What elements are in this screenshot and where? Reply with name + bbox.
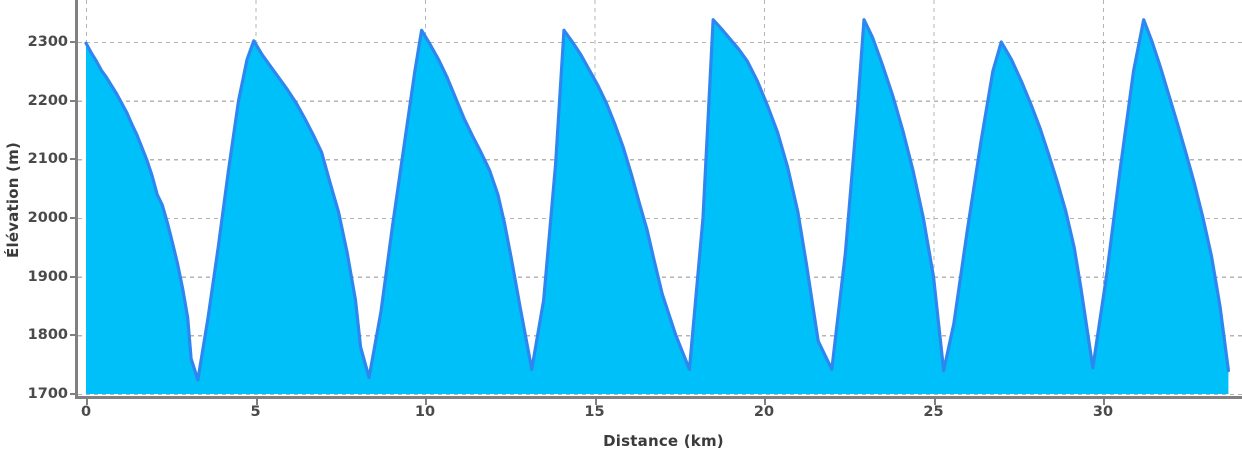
y-tick-label: 1900 [27, 268, 68, 285]
axis-spine-bottom [75, 396, 1242, 399]
elevation-area [86, 19, 1229, 395]
y-tick-mark [70, 334, 78, 337]
x-tick-label: 30 [1092, 404, 1114, 420]
x-tick-label: 0 [80, 404, 92, 420]
x-axis-label: Distance (km) [603, 432, 724, 450]
y-tick-mark [70, 217, 78, 219]
x-tick-mark [1103, 398, 1105, 405]
plot-area [78, 0, 1242, 396]
y-tick-label: 1700 [27, 386, 68, 402]
x-tick-label: 5 [250, 404, 261, 420]
x-tick-mark [594, 398, 597, 405]
y-tick-mark [70, 275, 78, 278]
x-tick-mark [255, 398, 258, 405]
x-tick-mark [86, 398, 88, 405]
y-tick-mark [70, 393, 78, 395]
y-tick-label: 2000 [27, 210, 68, 226]
y-tick-mark [70, 99, 78, 102]
x-tick-mark [764, 398, 766, 405]
x-tick-label: 10 [414, 404, 436, 420]
y-tick-label: 1800 [27, 327, 68, 344]
elevation-line [84, 18, 1231, 382]
x-tick-label: 20 [753, 404, 775, 420]
y-tick-label: 2200 [27, 92, 68, 109]
x-tick-label: 15 [584, 404, 605, 420]
elevation-series [84, 18, 1231, 395]
x-tick-label: 25 [923, 404, 944, 420]
x-tick-mark [425, 398, 427, 405]
x-tick-mark [933, 398, 936, 405]
axis-spine-left [75, 0, 78, 398]
y-tick-mark [70, 158, 78, 161]
y-tick-label: 2100 [27, 151, 68, 168]
y-tick-mark [70, 41, 78, 43]
y-tick-label: 2300 [27, 34, 68, 50]
